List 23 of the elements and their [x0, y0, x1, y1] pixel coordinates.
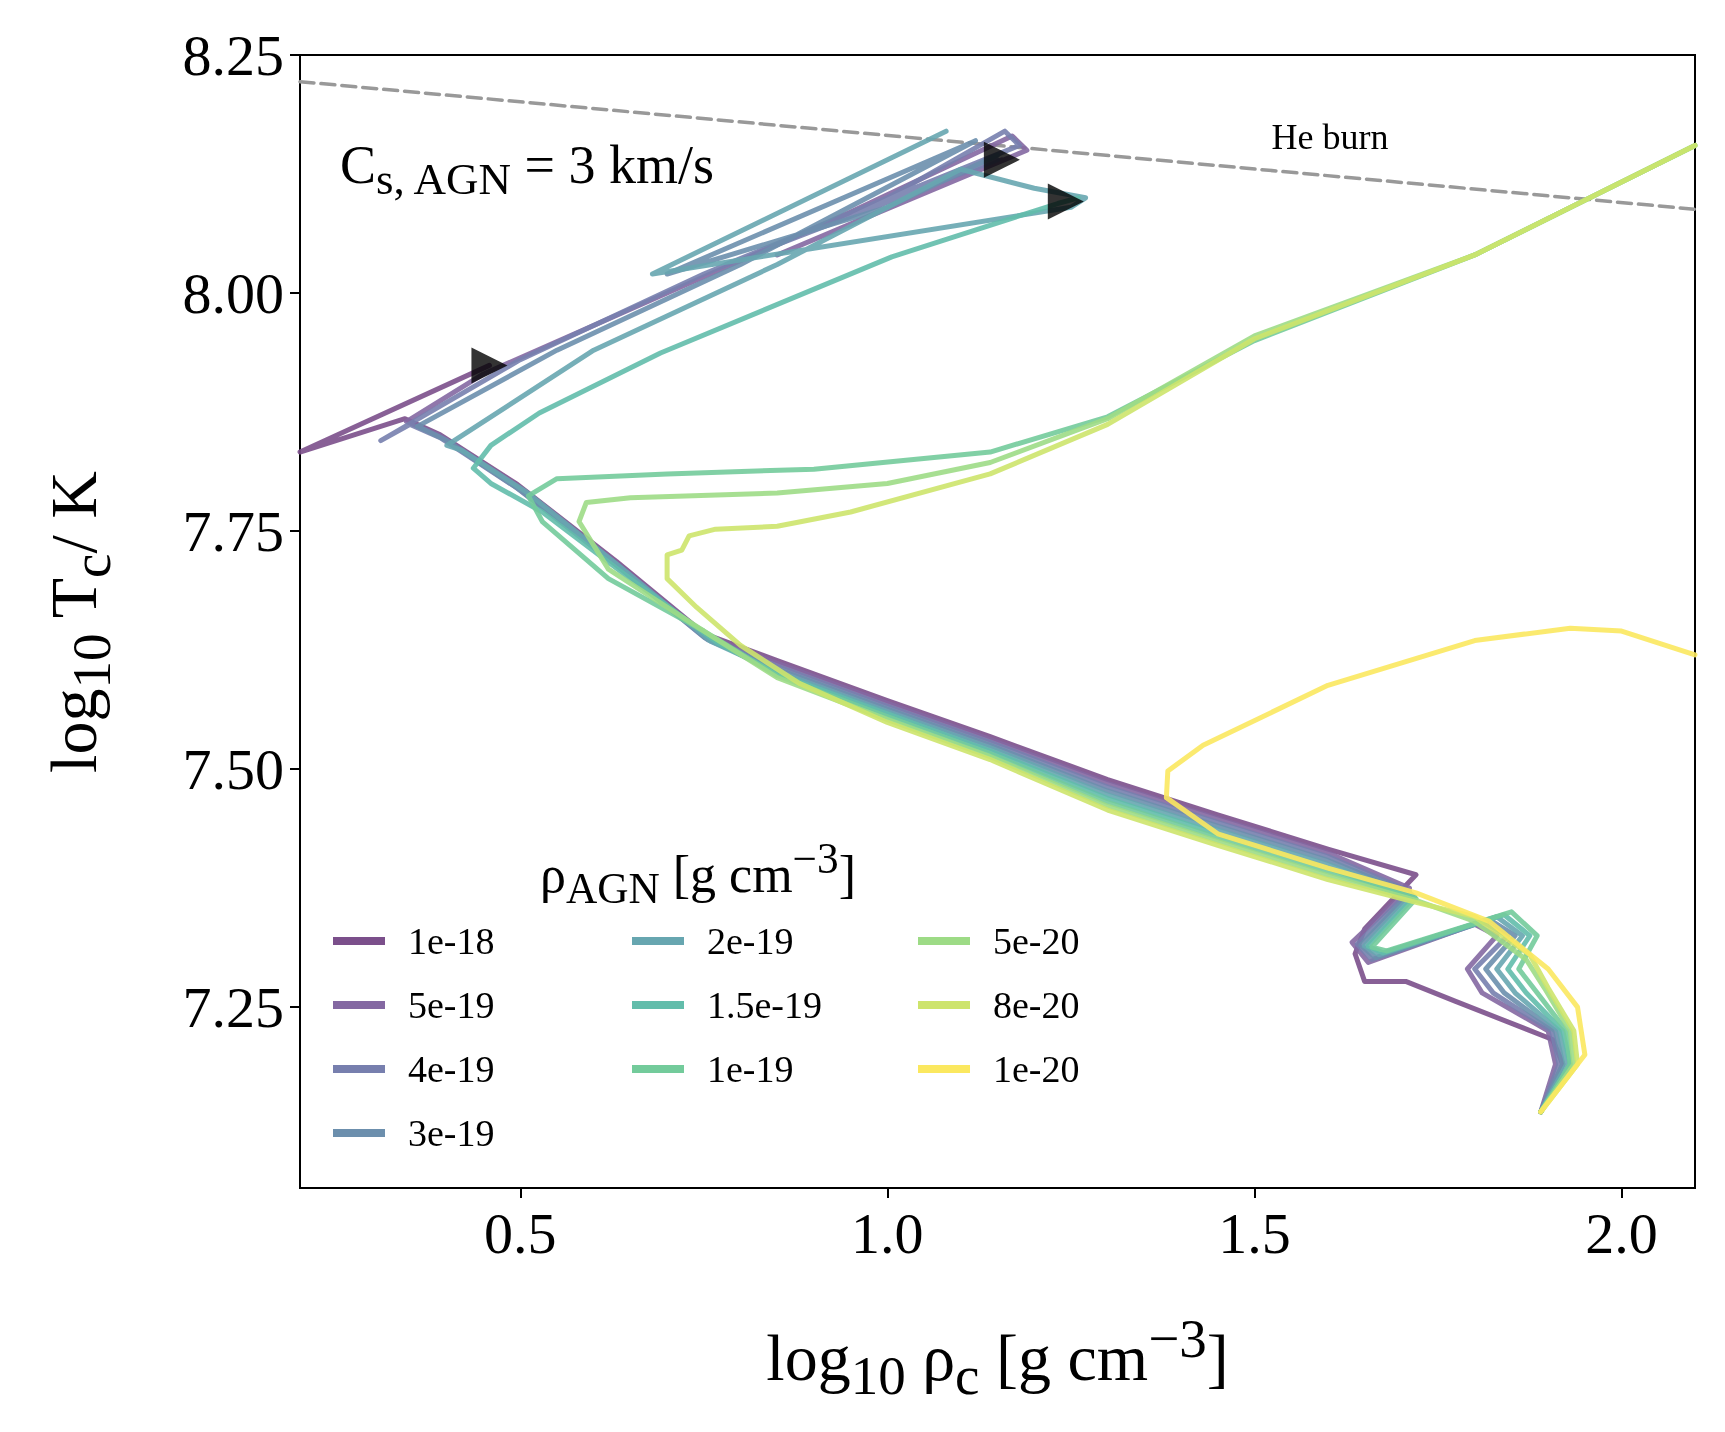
x-axis-title: log$_{10}$ ρ$_{c}$ [g cm$^{−3}$]	[766, 1307, 1229, 1407]
legend-label: 5e-20	[993, 920, 1080, 962]
y-tick-label: 7.75	[182, 498, 284, 564]
x-tick-label: 0.5	[484, 1200, 557, 1266]
legend-label: 1e-18	[408, 920, 495, 962]
annotation: He burn	[1271, 117, 1389, 157]
legend-title: ρ$_{AGN}$ [g cm$^{−3}$]	[539, 834, 857, 913]
legend-label: 3e-19	[408, 1112, 495, 1154]
legend-label: 4e-19	[408, 1048, 495, 1090]
legend-label: 1.5e-19	[707, 984, 823, 1026]
legend-label: 1e-19	[707, 1048, 794, 1090]
y-tick-label: 8.25	[182, 22, 284, 88]
legend-label: 5e-19	[408, 984, 495, 1026]
annotation: C$_{s, AGN}$ = 3 km/s	[340, 134, 715, 205]
x-tick-label: 1.5	[1218, 1200, 1291, 1266]
y-tick-label: 8.00	[182, 260, 284, 326]
y-tick-label: 7.50	[182, 736, 284, 802]
legend-label: 1e-20	[993, 1048, 1080, 1090]
legend-label: 8e-20	[993, 984, 1080, 1026]
x-tick-label: 1.0	[851, 1200, 924, 1266]
y-tick-label: 7.25	[182, 974, 284, 1040]
x-tick-label: 2.0	[1585, 1200, 1658, 1266]
legend-label: 2e-19	[707, 920, 794, 962]
